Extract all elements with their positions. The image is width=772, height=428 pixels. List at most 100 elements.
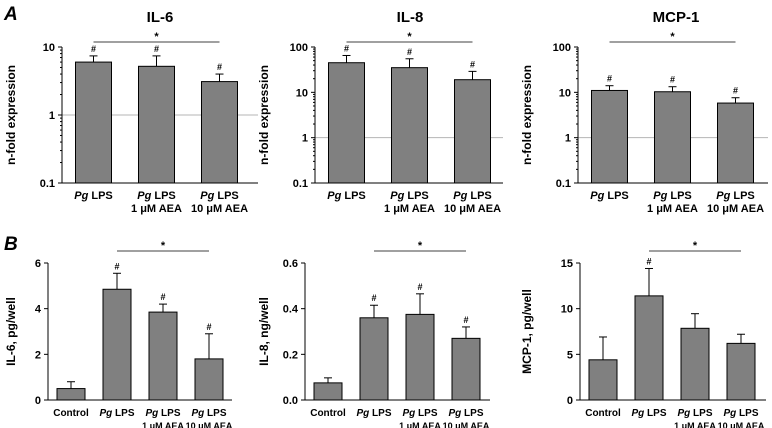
x-tick-label-line2: 10 μM AEA [707,203,764,215]
x-tick-label-line2: 10 μM AEA [443,421,490,428]
bar [726,342,756,401]
bar [313,382,343,401]
significance-star: * [693,240,698,252]
y-tick-label: 6 [35,258,41,270]
y-axis-label: IL-8, ng/well [257,297,271,366]
x-tick-label: Pg LPS [402,408,437,419]
x-tick-label: Pg LPS [390,190,429,202]
x-tick-label: Pg LPS [453,190,492,202]
y-tick-label: 15 [561,258,573,270]
chart-5: IL-8, ng/well 0.0 0.2 0.4 0.6 Control # Pg LPS #… [257,240,490,428]
y-tick-label: 0.2 [283,349,298,361]
chart-2: IL-8 n-fold expression 0.1 1 10 100 # Pg LPS # Pg… [257,9,503,215]
x-tick-label: Pg LPS [356,408,391,419]
y-tick-label: 100 [290,42,308,54]
y-tick-label: 10 [561,304,573,316]
chart-3: MCP-1 n-fold expression 0.1 1 10 100 # Pg LPS # P… [520,9,768,215]
y-tick-label: 0 [35,395,41,407]
x-tick-label: Pg LPS [137,190,176,202]
y-tick-label: 1 [49,110,55,122]
y-tick-label: 1 [302,133,308,145]
x-tick-label: Pg LPS [631,408,666,419]
x-tick-label: Control [53,408,89,419]
x-tick-label-line2: 1 μM AEA [674,421,716,428]
y-tick-label: 100 [553,42,571,54]
significance-mark: # [217,62,222,72]
y-tick-label: 0 [567,395,573,407]
x-tick-label-line2: 1 μM AEA [142,421,184,428]
x-tick-label: Pg LPS [677,408,712,419]
significance-star: * [670,31,675,43]
x-tick-label: Pg LPS [716,190,755,202]
bar [138,65,175,184]
bar [634,295,664,401]
x-tick-label-line2: 1 μM AEA [647,203,698,215]
bar [654,91,691,184]
x-tick-label-line2: 10 μM AEA [444,203,501,215]
bar [148,311,178,401]
significance-star: * [154,31,159,43]
x-tick-label: Pg LPS [200,190,239,202]
x-tick-label-line2: 1 μM AEA [399,421,441,428]
panel-label-a: A [3,4,18,25]
significance-mark: # [646,256,651,266]
bar [454,79,491,184]
y-axis-label: IL-6, pg/well [4,297,18,366]
y-tick-label: 2 [35,349,41,361]
y-tick-label: 0.6 [283,258,298,270]
chart-6: MCP-1, pg/well 0 5 10 15 Control # Pg LPS Pg LPS… [520,240,766,428]
bar [451,337,481,401]
y-tick-label: 0.0 [283,395,298,407]
y-tick-label: 0.1 [556,178,571,190]
y-tick-label: 10 [559,87,571,99]
significance-mark: # [470,59,475,69]
chart-title: IL-6 [147,9,174,26]
y-tick-label: 5 [567,349,573,361]
y-tick-label: 0.1 [40,178,55,190]
x-tick-label: Pg LPS [448,408,483,419]
bar [194,358,224,401]
significance-mark: # [463,315,468,325]
significance-star: * [407,31,412,43]
y-axis-label: MCP-1, pg/well [520,289,534,374]
y-axis-label: n-fold expression [4,65,18,165]
significance-mark: # [670,75,675,85]
significance-mark: # [371,293,376,303]
bar [591,89,628,184]
x-tick-label: Pg LPS [327,190,366,202]
chart-title: MCP-1 [653,9,700,26]
x-tick-label: Pg LPS [653,190,692,202]
chart-title: IL-8 [397,9,424,26]
y-tick-label: 4 [35,304,42,316]
significance-star: * [418,240,423,252]
significance-mark: # [607,74,612,84]
bar [56,388,86,401]
y-tick-label: 10 [43,42,55,54]
x-tick-label: Control [585,408,621,419]
bar [201,81,238,184]
y-tick-label: 0.1 [293,178,308,190]
x-tick-label: Pg LPS [191,408,226,419]
significance-mark: # [417,282,422,292]
y-tick-label: 1 [565,133,571,145]
bar [717,102,754,184]
bar [391,67,428,184]
significance-mark: # [154,44,159,54]
bar [359,317,389,401]
x-tick-label-line2: 1 μM AEA [131,203,182,215]
panel-label-b: B [4,234,18,255]
x-tick-label: Pg LPS [99,408,134,419]
chart-4: IL-6, pg/well 0 2 4 6 Control # Pg LPS # Pg LPS 1 … [4,240,233,428]
bar [75,61,112,184]
y-tick-label: 0.4 [283,304,299,316]
x-tick-label-line2: 10 μM AEA [186,421,233,428]
x-tick-label: Pg LPS [723,408,758,419]
x-tick-label-line2: 10 μM AEA [191,203,248,215]
x-tick-label-line2: 1 μM AEA [384,203,435,215]
x-tick-label: Pg LPS [145,408,180,419]
x-tick-label: Pg LPS [74,190,113,202]
bar [328,62,365,184]
bar [588,359,618,401]
bar [405,313,435,401]
